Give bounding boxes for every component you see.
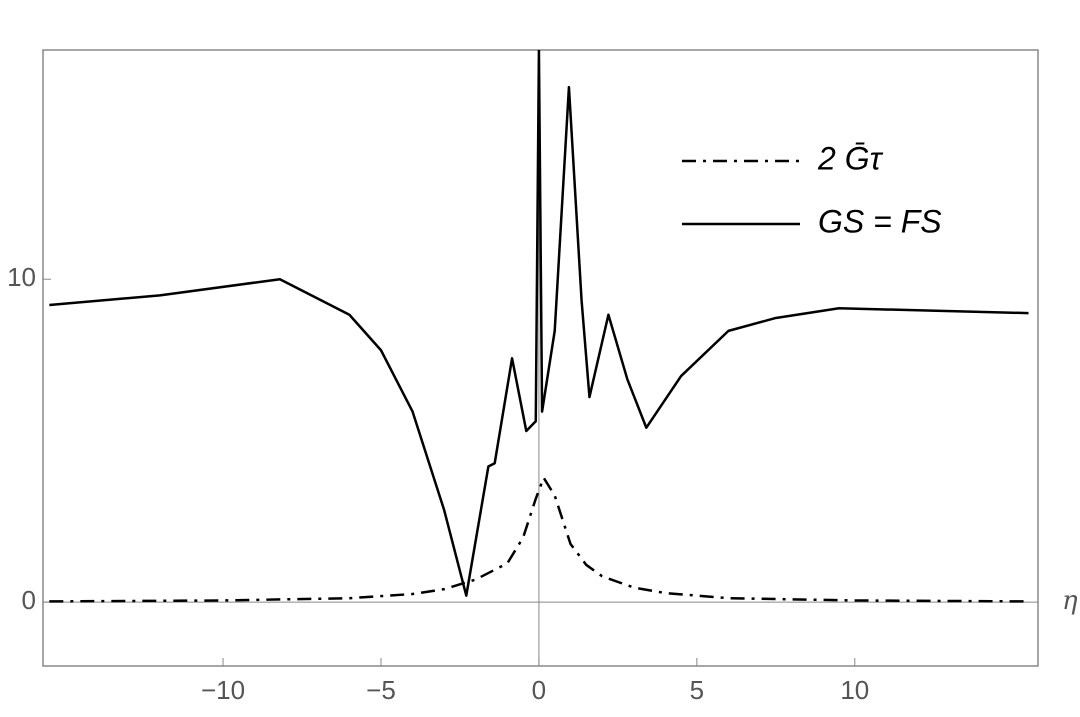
data-line — [49, 50, 1029, 597]
x-tick-label: 10 — [840, 675, 869, 705]
legend-label: 2 Ḡτ — [817, 140, 884, 176]
x-axis-label: η — [1062, 586, 1078, 616]
x-tick-label: −5 — [366, 675, 396, 705]
y-tick-label: 0 — [22, 585, 36, 615]
x-tick-label: 5 — [690, 675, 704, 705]
y-tick-label: 10 — [7, 262, 36, 292]
plot-frame — [42, 49, 1039, 667]
x-tick-label: 0 — [532, 675, 546, 705]
legend-label: GS = FS — [818, 203, 942, 239]
x-tick-label: −10 — [201, 675, 245, 705]
data-line — [49, 476, 1029, 603]
